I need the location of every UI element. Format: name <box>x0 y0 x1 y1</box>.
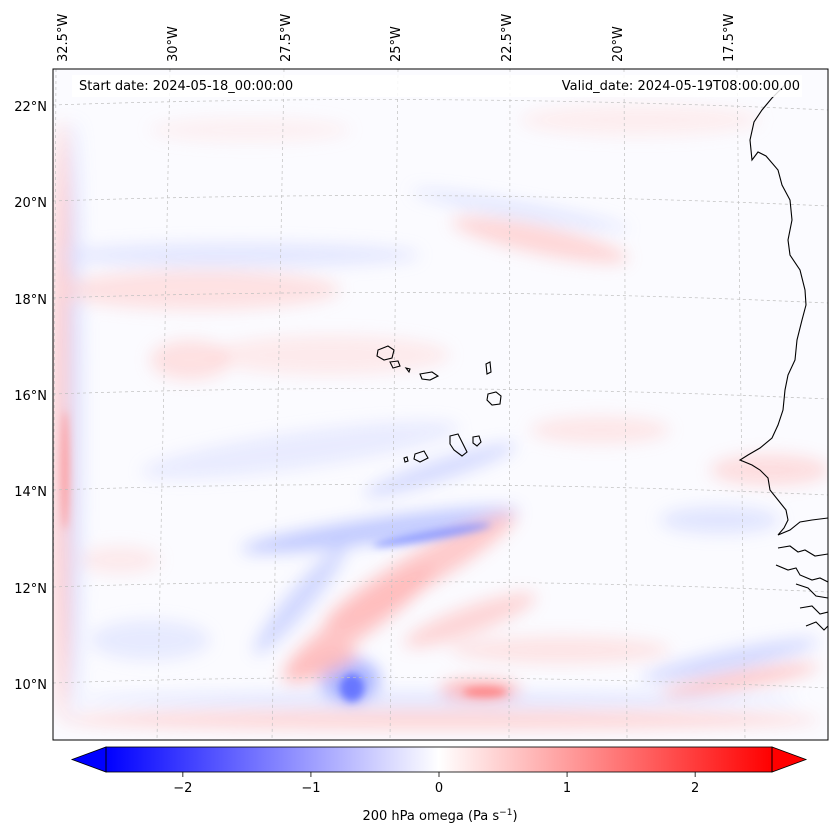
coastlines <box>376 84 828 631</box>
colorbar-tick-label: −2 <box>173 781 192 796</box>
colorbar-tick-label: 1 <box>563 781 571 796</box>
colorbar-gradient <box>106 747 772 772</box>
map-panel: Start date: 2024-05-18_00:00:00 Valid_da… <box>52 68 829 741</box>
parallel-10n <box>53 677 828 689</box>
map-frame <box>52 68 829 741</box>
lat-label-14n: 14°N <box>14 485 47 500</box>
lat-label-16n: 16°N <box>14 389 47 404</box>
meridian-25w <box>389 69 399 740</box>
island-maio <box>472 435 482 447</box>
lon-label-17-5w: 17.5°W <box>722 14 737 62</box>
latitude-labels: 22°N 20°N 18°N 16°N 14°N 12°N 10°N <box>14 100 47 693</box>
meridian-20w <box>623 69 628 740</box>
colorbar-title-exponent: −1 <box>499 808 512 818</box>
island-santo-antao <box>376 345 395 361</box>
lat-label-12n: 12°N <box>14 582 47 597</box>
island-sao-nicolau <box>419 371 440 381</box>
colorbar-extend-max <box>771 746 808 773</box>
island-sao-vicente <box>389 360 401 369</box>
island-sal <box>485 361 492 375</box>
longitude-labels: 32.5°W 30°W 27.5°W 25°W 22.5°W 20°W 17.5… <box>56 14 737 62</box>
colorbar: −2 −1 0 1 2 200 hPa omega (Pa s−1) <box>70 746 808 824</box>
parallel-20n <box>53 195 828 207</box>
parallel-12n <box>53 581 828 593</box>
colorbar-title: 200 hPa omega (Pa s−1) <box>362 808 517 824</box>
omega-field <box>53 104 828 730</box>
lat-label-22n: 22°N <box>14 100 47 115</box>
lon-label-30w: 30°W <box>166 26 181 62</box>
africa-coastline-south-4 <box>799 605 828 615</box>
island-santiago <box>449 433 468 457</box>
parallel-18n <box>53 292 828 304</box>
colorbar-extend-min <box>70 746 107 773</box>
colorbar-title-close: ) <box>512 809 517 824</box>
africa-coastline <box>738 84 828 536</box>
lon-label-20w: 20°W <box>611 26 626 62</box>
lon-label-25w: 25°W <box>389 26 404 62</box>
island-boa-vista <box>486 391 502 406</box>
lon-label-27-5w: 27.5°W <box>279 14 294 62</box>
lon-label-32-5w: 32.5°W <box>56 14 71 62</box>
colorbar-ticks: −2 −1 0 1 2 <box>173 772 699 796</box>
meridian-30w <box>156 69 171 740</box>
africa-coastline-south-1 <box>775 564 828 583</box>
africa-coastline-south-2 <box>777 545 828 557</box>
island-santa-luzia <box>404 367 411 374</box>
lon-label-22-5w: 22.5°W <box>500 14 515 62</box>
meridian-22-5w <box>508 69 511 740</box>
start-date-label: Start date: 2024-05-18_00:00:00 <box>79 79 293 94</box>
meridian-17-5w <box>736 69 746 740</box>
parallel-16n <box>53 388 828 400</box>
valid-date-label: Valid_date: 2024-05-19T08:00:00.00 <box>562 79 800 94</box>
parallel-14n <box>53 484 828 496</box>
header-band <box>72 75 802 97</box>
lat-label-10n: 10°N <box>14 678 47 693</box>
island-fogo <box>413 450 429 463</box>
africa-coastline-south-5 <box>805 621 828 631</box>
lat-label-18n: 18°N <box>14 293 47 308</box>
africa-coastline-south-3 <box>795 583 828 599</box>
colorbar-title-main: 200 hPa omega (Pa s <box>362 809 499 824</box>
colorbar-tick-label: 0 <box>435 781 443 796</box>
parallel-22n <box>53 99 828 111</box>
lat-label-20n: 20°N <box>14 196 47 211</box>
island-brava <box>403 456 409 463</box>
colorbar-tick-label: −1 <box>301 781 320 796</box>
colorbar-tick-label: 2 <box>691 781 699 796</box>
meridian-27-5w <box>271 69 285 740</box>
graticule <box>53 69 828 740</box>
